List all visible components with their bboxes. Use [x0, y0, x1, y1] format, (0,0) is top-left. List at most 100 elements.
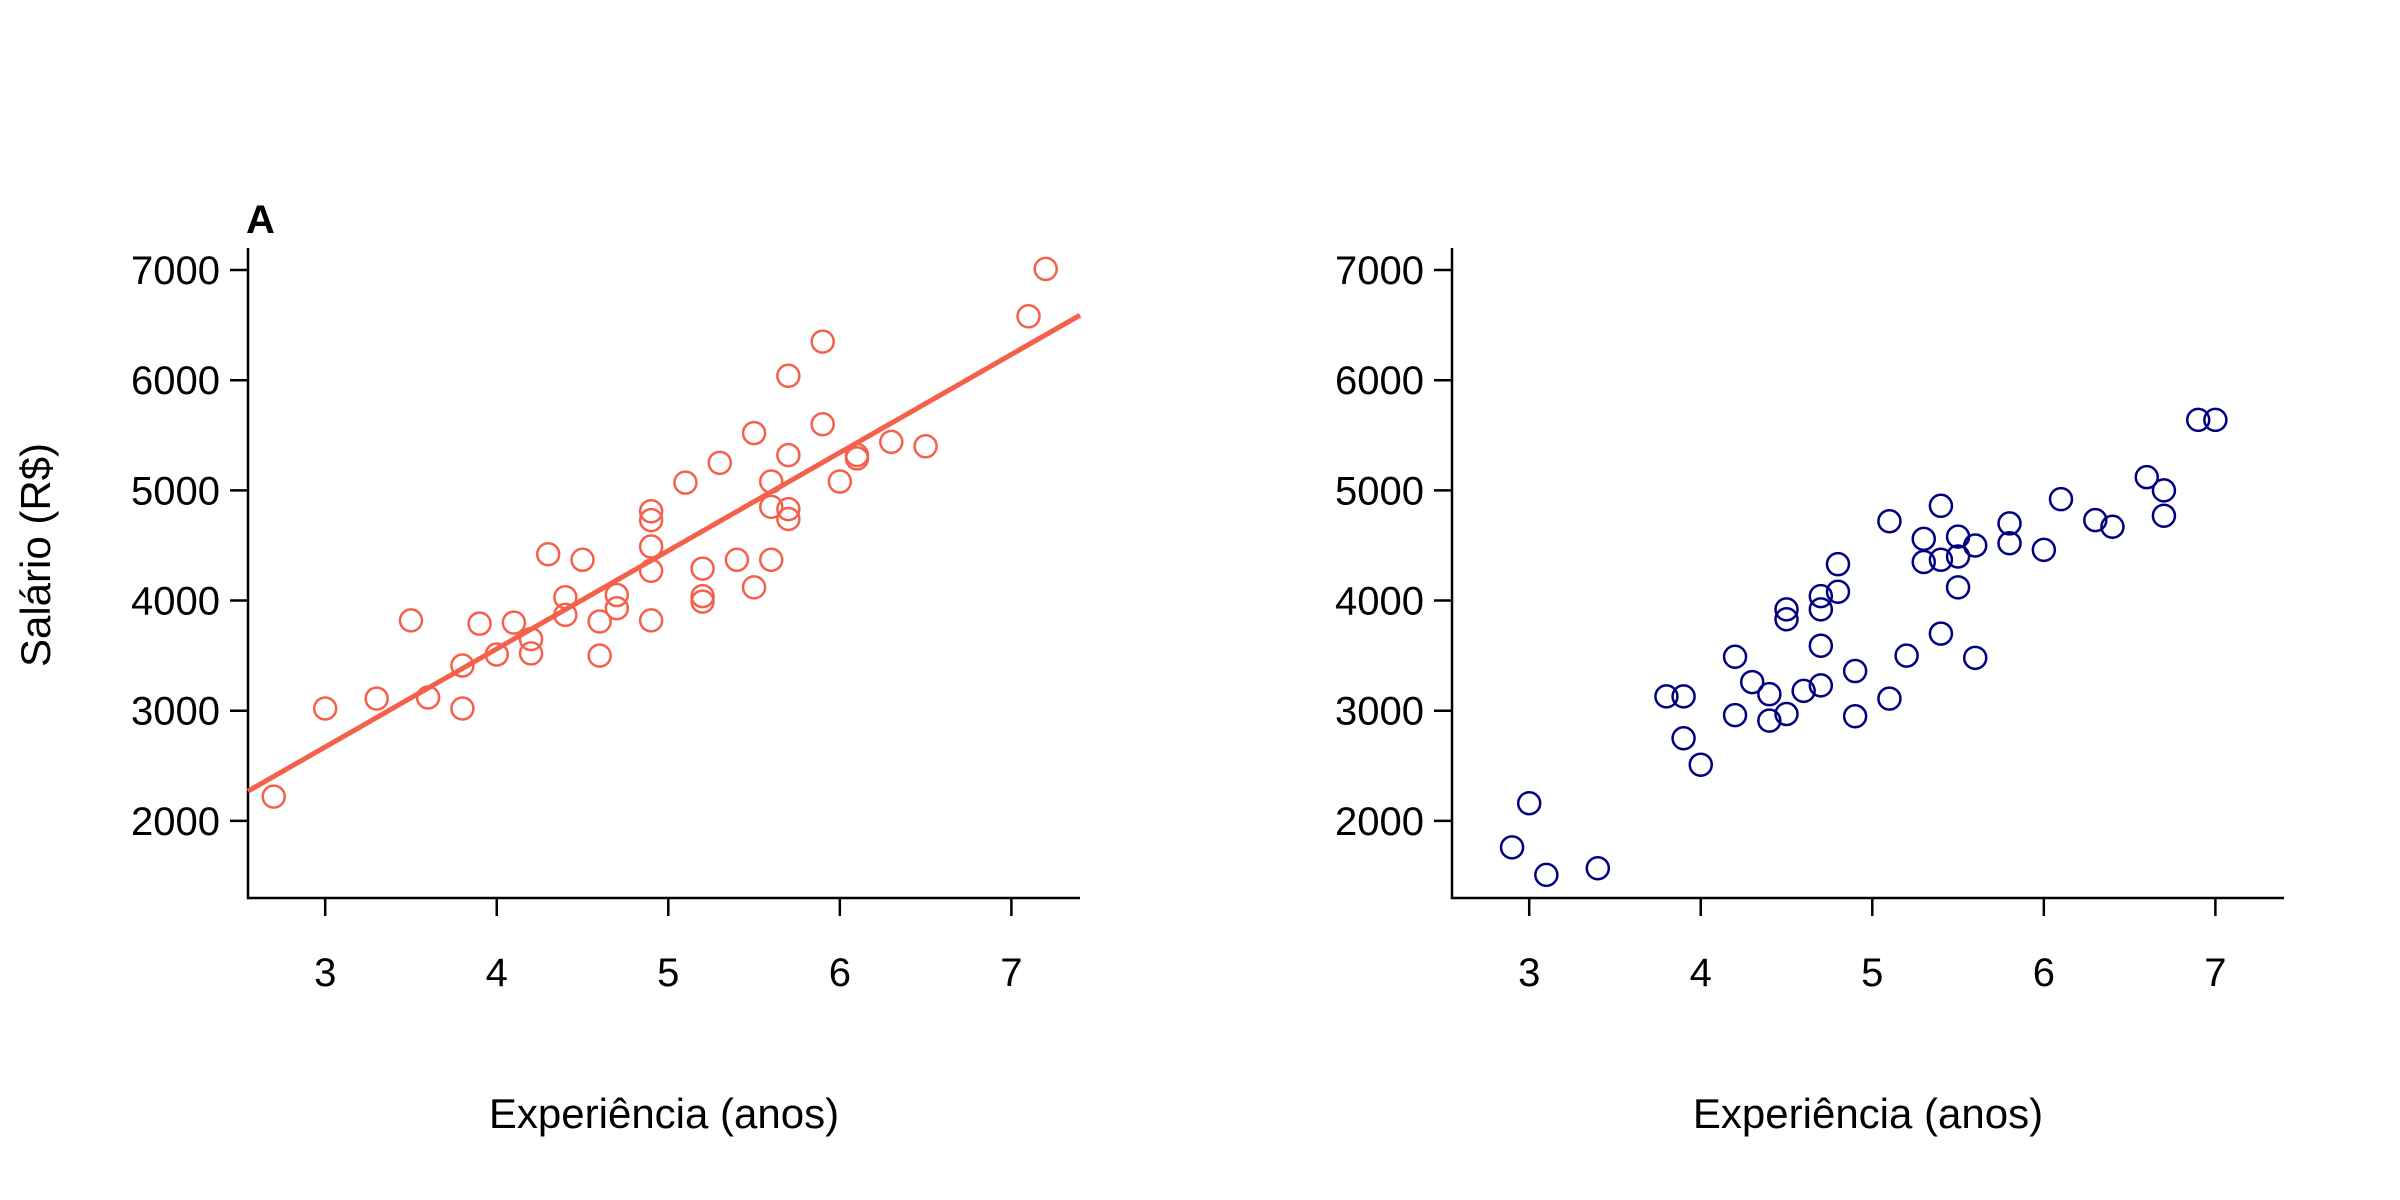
y-tick-label: 2000 — [1335, 800, 1424, 844]
data-point — [604, 582, 630, 608]
y-axis-ticks: 2000 3000 4000 5000 6000 7000 — [131, 249, 248, 844]
data-point — [810, 329, 835, 354]
data-point — [2185, 407, 2211, 433]
x-tick-label: 5 — [1861, 951, 1883, 995]
data-point — [2151, 503, 2177, 528]
data-point — [1962, 645, 1988, 671]
y-tick-label: 3000 — [1335, 690, 1424, 734]
data-point — [518, 641, 544, 666]
y-axis-line — [1450, 248, 2284, 900]
data-point — [501, 610, 527, 635]
data-point — [570, 547, 595, 573]
data-point — [1997, 511, 2022, 536]
data-point — [1808, 597, 1834, 622]
data-point — [1722, 702, 1748, 728]
data-point — [2151, 478, 2177, 503]
data-point — [1774, 701, 1799, 727]
data-point — [553, 584, 578, 610]
data-point — [1757, 708, 1782, 733]
data-point — [638, 507, 664, 533]
y-tick-label: 2000 — [131, 800, 220, 844]
x-axis-title: Experiência (anos) — [489, 1090, 839, 1137]
data-point — [604, 596, 630, 621]
data-point — [638, 558, 664, 584]
x-axis-ticks: 3 4 5 6 7 — [314, 898, 1023, 995]
data-point — [2203, 407, 2228, 433]
data-point — [1671, 726, 1696, 751]
data-point — [312, 696, 338, 721]
data-point — [1654, 684, 1679, 709]
data-point — [587, 643, 612, 668]
data-point — [1585, 856, 1611, 881]
data-point — [776, 496, 801, 522]
data-point — [1997, 531, 2022, 556]
data-point — [1962, 533, 1988, 558]
data-point — [673, 470, 698, 495]
data-point — [1033, 256, 1058, 282]
y-tick-label: 6000 — [131, 359, 220, 403]
x-tick-label: 5 — [657, 951, 679, 995]
data-point — [1791, 678, 1816, 704]
data-point — [776, 506, 801, 532]
data-point — [690, 556, 715, 581]
x-axis-ticks: 3 4 5 6 7 — [1518, 898, 2227, 995]
data-point — [776, 442, 801, 468]
data-point — [1534, 862, 1559, 888]
data-point — [1499, 835, 1525, 860]
data-point — [2083, 507, 2108, 533]
y-tick-label: 4000 — [1335, 580, 1424, 624]
data-point — [827, 469, 853, 494]
data-point — [1825, 551, 1851, 577]
x-tick-label: 6 — [829, 951, 851, 995]
x-tick-label: 4 — [486, 951, 508, 995]
regression-line — [246, 313, 1082, 794]
data-point — [1842, 703, 1868, 729]
data-point — [1945, 544, 1971, 569]
data-point — [1911, 549, 1937, 575]
data-point — [690, 589, 715, 614]
y-axis-ticks: 2000 3000 4000 5000 6000 7000 — [1335, 249, 1452, 844]
data-point — [2048, 486, 2074, 512]
data-point — [1928, 547, 1954, 573]
data-point — [758, 494, 784, 520]
y-tick-label: 4000 — [131, 580, 220, 624]
data-point — [450, 696, 475, 721]
data-point — [261, 784, 286, 809]
data-point — [810, 412, 835, 437]
data-point — [638, 534, 664, 559]
data-point — [1739, 669, 1765, 695]
data-point — [776, 363, 801, 389]
y-tick-label: 5000 — [1335, 469, 1424, 513]
data-point — [364, 686, 389, 711]
data-point — [1774, 597, 1799, 622]
data-point — [518, 626, 544, 652]
data-point — [724, 547, 750, 573]
data-point — [1671, 684, 1696, 709]
scatter-panel-b: 2000 3000 4000 5000 6000 7000 3 4 5 6 7 Experiênc… — [1335, 248, 2284, 1137]
data-point — [844, 446, 870, 471]
y-tick-label: 6000 — [1335, 359, 1424, 403]
y-axis-title: Salário (R$) — [12, 443, 59, 667]
y-axis-line — [246, 248, 1080, 900]
x-tick-label: 3 — [1518, 951, 1540, 995]
data-point — [1757, 681, 1782, 707]
data-point — [450, 653, 475, 678]
data-point — [1808, 633, 1834, 658]
data-point — [1688, 752, 1713, 777]
data-point — [535, 542, 561, 567]
data-point — [1928, 621, 1954, 646]
y-tick-label: 3000 — [131, 690, 220, 734]
data-point — [913, 434, 938, 459]
data-point — [2031, 537, 2057, 563]
scatter-panel-a: 2000 3000 4000 5000 6000 7000 3 4 5 6 7 A Experiê… — [12, 198, 1082, 1137]
data-point — [707, 450, 733, 476]
data-point — [1945, 575, 1971, 600]
data-point — [1911, 526, 1937, 552]
y-tick-label: 7000 — [131, 249, 220, 293]
data-point — [1825, 579, 1851, 604]
data-point — [2100, 514, 2125, 539]
data-points — [261, 256, 1058, 809]
data-point — [638, 499, 664, 524]
data-point — [553, 602, 578, 628]
